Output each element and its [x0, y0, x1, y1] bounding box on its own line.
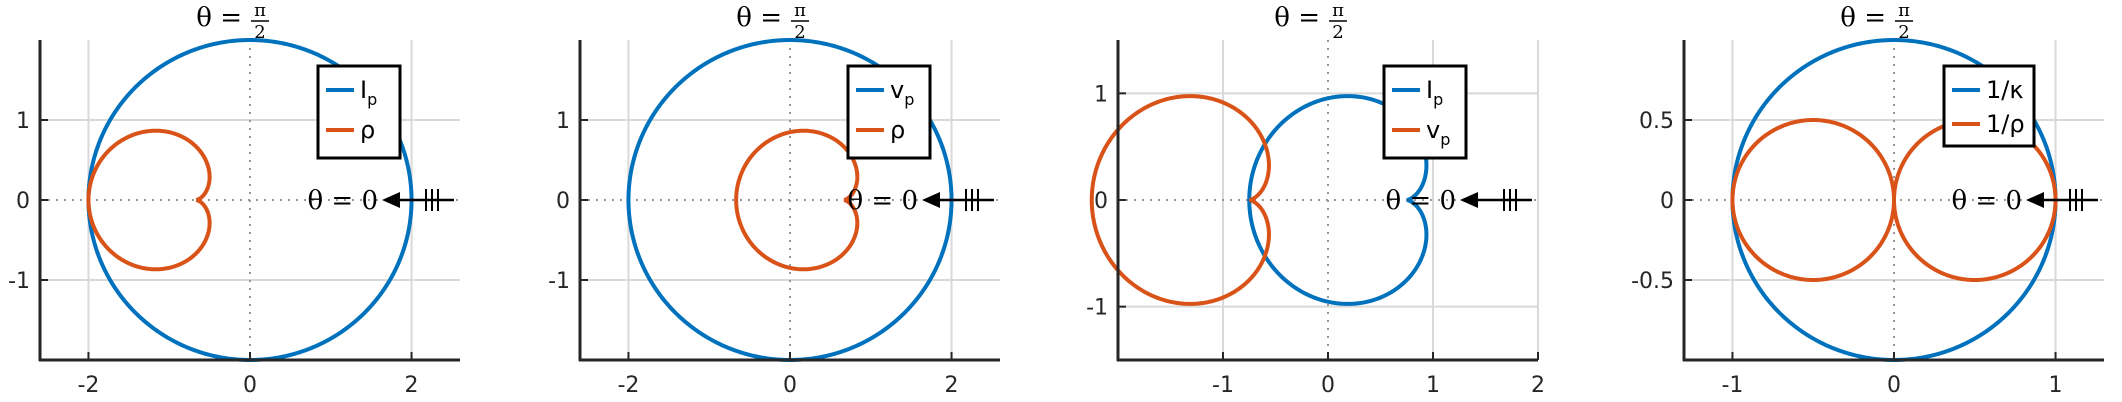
- legend-label-2: 1/ρ: [1986, 110, 2025, 138]
- legend-box: [1382, 64, 1468, 160]
- legend: 1/κ1/ρ: [1942, 64, 2036, 148]
- theta-zero-arrow-icon: [1460, 189, 1532, 211]
- series-curve-2: [86, 128, 212, 272]
- legend-subscript: p: [1440, 130, 1450, 149]
- x-tick-label: 1: [2049, 373, 2063, 398]
- x-tick-label: -2: [77, 373, 99, 398]
- x-tick-label: -2: [617, 373, 639, 398]
- y-tick-label: 0: [16, 189, 30, 214]
- legend-label-2: vp: [1426, 116, 1450, 149]
- chart-panel-4: -1 0 1-0.500.5θ = π2θ = 01/κ1/ρ: [1631, 0, 2104, 398]
- arrow-head: [2026, 192, 2044, 208]
- theta-zero-label: θ = 0: [1385, 186, 1456, 216]
- theta-pi-half-label: θ = π2: [736, 0, 809, 43]
- theta-zero-label: θ = 0: [847, 186, 918, 216]
- y-tick-label: 1: [1094, 82, 1108, 107]
- legend-label-1: 1/κ: [1986, 76, 2024, 104]
- y-tick-label: 0.5: [1639, 109, 1674, 134]
- fraction-denominator: 2: [1898, 22, 1909, 43]
- theta-pi-half-label: θ = π2: [196, 0, 269, 43]
- legend-name: ρ: [890, 116, 905, 144]
- theta-pi-half-label: θ = π2: [1840, 0, 1913, 43]
- legend-label-2: ρ: [360, 116, 375, 144]
- y-tick-label: 0: [1094, 189, 1108, 214]
- legend-label-1: Ip: [360, 76, 377, 109]
- fraction-denominator: 2: [794, 22, 805, 43]
- theta-zero-label: θ = 0: [307, 186, 378, 216]
- legend: vpρ: [846, 64, 932, 160]
- x-tick-label: 0: [1887, 373, 1901, 398]
- y-tick-label: -1: [1086, 296, 1108, 321]
- fraction-denominator: 2: [254, 22, 265, 43]
- y-tick-label: 1: [556, 109, 570, 134]
- series-curve-2: [734, 128, 860, 272]
- x-tick-label: 0: [243, 373, 257, 398]
- arrow-head: [922, 192, 940, 208]
- theta-pi-half-label: θ = π2: [1274, 0, 1347, 43]
- x-tick-label: 2: [1531, 373, 1545, 398]
- x-tick-label: 2: [405, 373, 419, 398]
- theta-zero-arrow-icon: [382, 189, 454, 211]
- x-tick-label: -1: [1721, 373, 1743, 398]
- y-tick-label: -0.5: [1631, 269, 1674, 294]
- legend-name: 1/ρ: [1986, 110, 2025, 138]
- y-tick-label: -1: [8, 269, 30, 294]
- y-tick-label: -1: [548, 269, 570, 294]
- x-tick-label: 1: [1426, 373, 1440, 398]
- theta-symbol: θ =: [1840, 3, 1886, 33]
- x-tick-label: 0: [1321, 373, 1335, 398]
- series-curve-2: [1089, 94, 1271, 306]
- y-tick-label: 1: [16, 109, 30, 134]
- fraction-numerator: π: [1898, 0, 1910, 21]
- x-tick-label: -1: [1212, 373, 1234, 398]
- fraction-numerator: π: [254, 0, 266, 21]
- theta-symbol: θ =: [736, 3, 782, 33]
- legend-name: I: [360, 76, 367, 104]
- theta-zero-label: θ = 0: [1951, 186, 2022, 216]
- y-tick-label: 0: [556, 189, 570, 214]
- y-tick-label: 0: [1660, 189, 1674, 214]
- series-curve-1: [626, 37, 954, 363]
- x-tick-label: 0: [783, 373, 797, 398]
- arrow-head: [1460, 192, 1478, 208]
- legend-subscript: p: [1433, 90, 1443, 109]
- fraction-numerator: π: [1332, 0, 1344, 21]
- legend-label-1: Ip: [1426, 76, 1443, 109]
- x-tick-label: 2: [945, 373, 959, 398]
- theta-symbol: θ =: [1274, 3, 1320, 33]
- fraction-denominator: 2: [1332, 22, 1343, 43]
- legend-name: v: [1426, 116, 1440, 144]
- legend-name: ρ: [360, 116, 375, 144]
- legend-label-2: ρ: [890, 116, 905, 144]
- series-curve-2: [1730, 117, 1896, 283]
- arrow-head: [382, 192, 400, 208]
- legend-box: [1942, 64, 2036, 148]
- theta-symbol: θ =: [196, 3, 242, 33]
- fraction-numerator: π: [794, 0, 806, 21]
- legend-box: [846, 64, 932, 160]
- theta-zero-arrow-icon: [2026, 189, 2098, 211]
- legend-name: v: [890, 76, 904, 104]
- legend-box: [316, 64, 402, 160]
- legend-subscript: p: [904, 90, 914, 109]
- legend-label-1: vp: [890, 76, 914, 109]
- legend-name: I: [1426, 76, 1433, 104]
- theta-zero-arrow-icon: [922, 189, 994, 211]
- legend-name: 1/κ: [1986, 76, 2024, 104]
- legend: Ipρ: [316, 64, 402, 160]
- legend-subscript: p: [367, 90, 377, 109]
